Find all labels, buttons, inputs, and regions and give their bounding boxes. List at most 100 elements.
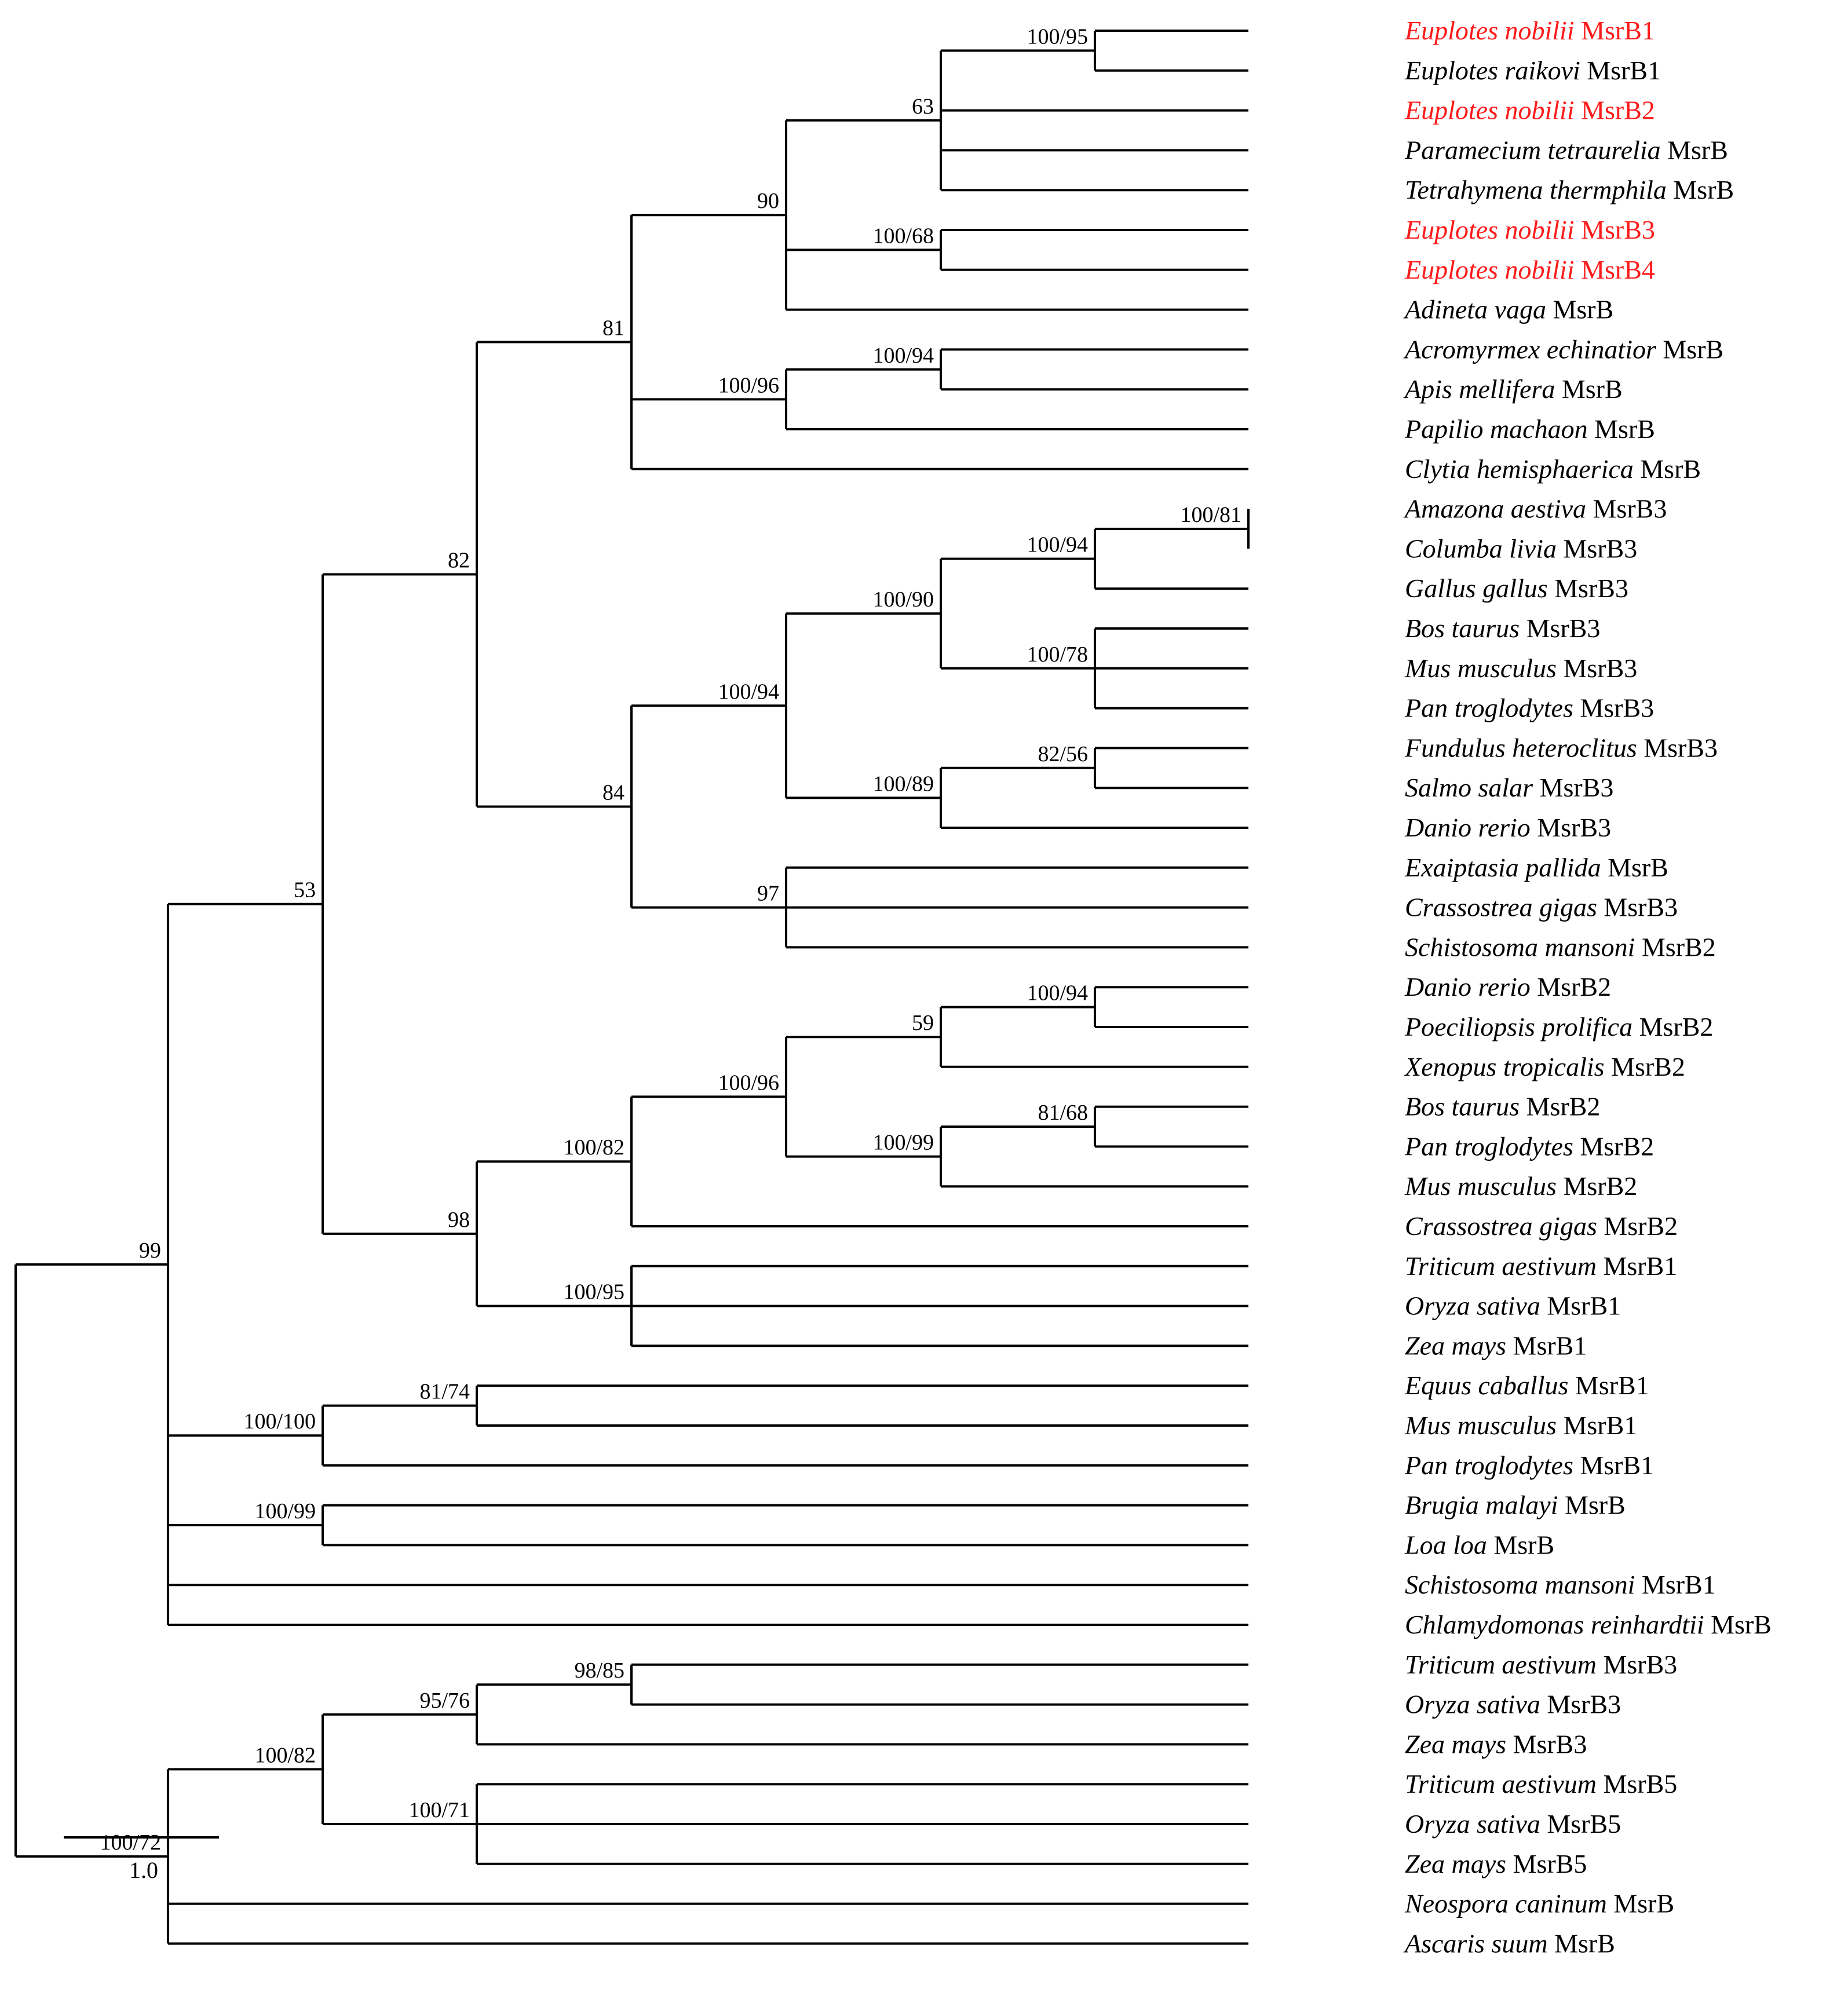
- bootstrap-label: 81: [602, 316, 624, 341]
- taxon-label: Oryza sativa MsrB5: [1405, 1809, 1621, 1839]
- taxon-gene: MsrB1: [1635, 1570, 1715, 1599]
- taxon-label: Equus caballus MsrB1: [1404, 1371, 1649, 1400]
- taxon-species: Schistosoma mansoni: [1405, 1570, 1635, 1599]
- taxon-gene: MsrB: [1667, 175, 1734, 204]
- taxon-gene: MsrB5: [1597, 1769, 1677, 1799]
- tree-branches: [14, 30, 1250, 1945]
- taxon-gene: MsrB5: [1540, 1809, 1621, 1839]
- bootstrap-label: 98/85: [574, 1658, 624, 1683]
- taxon-label: Gallus gallus MsrB3: [1405, 573, 1628, 603]
- taxon-species: Pan troglodytes: [1404, 1131, 1573, 1161]
- taxon-label: Amazona aestiva MsrB3: [1403, 494, 1667, 524]
- taxon-species: Pan troglodytes: [1404, 1450, 1573, 1480]
- taxon-label: Fundulus heteroclitus MsrB3: [1404, 733, 1718, 762]
- taxon-label: Danio rerio MsrB2: [1404, 972, 1611, 1002]
- taxon-species: Pan troglodytes: [1404, 693, 1573, 723]
- taxon-gene: MsrB3: [1637, 733, 1718, 762]
- bootstrap-label: 100/82: [563, 1135, 624, 1160]
- taxon-label: Salmo salar MsrB3: [1405, 773, 1613, 802]
- taxon-gene: MsrB3: [1531, 813, 1611, 842]
- bootstrap-label: 100/99: [254, 1499, 316, 1523]
- taxon-label: Euplotes nobilii MsrB2: [1404, 96, 1655, 125]
- taxon-species: Zea mays: [1405, 1729, 1506, 1759]
- taxon-label: Pan troglodytes MsrB2: [1404, 1131, 1654, 1161]
- taxon-label: Chlamydomonas reinhardtii MsrB: [1405, 1610, 1772, 1639]
- taxon-label: Oryza sativa MsrB3: [1405, 1690, 1621, 1719]
- taxon-label: Tetrahymena thermphila MsrB: [1405, 175, 1734, 204]
- taxon-label: Crassostrea gigas MsrB3: [1405, 893, 1678, 922]
- taxon-species: Euplotes raikovi: [1404, 56, 1580, 85]
- taxon-species: Euplotes nobilii: [1404, 96, 1575, 125]
- taxon-gene: MsrB1: [1573, 1450, 1654, 1480]
- taxon-gene: MsrB3: [1586, 494, 1667, 524]
- taxon-gene: MsrB2: [1520, 1092, 1600, 1121]
- taxon-gene: MsrB1: [1540, 1291, 1621, 1321]
- taxon-label: Euplotes raikovi MsrB1: [1404, 56, 1661, 85]
- taxon-species: Clytia hemisphaerica: [1405, 454, 1634, 484]
- taxon-gene: MsrB3: [1540, 1690, 1621, 1719]
- taxon-label: Brugia malayi MsrB: [1405, 1490, 1626, 1520]
- taxon-gene: MsrB: [1546, 295, 1613, 324]
- taxon-label: Triticum aestivum MsrB3: [1405, 1650, 1677, 1679]
- taxon-species: Brugia malayi: [1405, 1490, 1558, 1520]
- taxon-label: Mus musculus MsrB1: [1404, 1410, 1637, 1440]
- taxon-species: Acromyrmex echinatior: [1403, 334, 1657, 364]
- taxon-gene: MsrB3: [1520, 613, 1600, 643]
- taxon-species: Ascaris suum: [1403, 1928, 1548, 1958]
- taxon-gene: MsrB2: [1597, 1211, 1678, 1241]
- taxon-species: Exaiptasia pallida: [1404, 853, 1601, 882]
- taxon-gene: MsrB3: [1557, 533, 1637, 563]
- taxon-species: Adineta vaga: [1403, 295, 1546, 324]
- bootstrap-label: 63: [912, 94, 934, 119]
- taxon-gene: MsrB5: [1506, 1849, 1587, 1879]
- taxon-label: Euplotes nobilii MsrB1: [1404, 16, 1655, 45]
- taxon-species: Bos taurus: [1405, 1092, 1520, 1121]
- taxon-label: Ascaris suum MsrB: [1403, 1928, 1615, 1958]
- taxon-species: Danio rerio: [1404, 813, 1531, 842]
- taxon-species: Apis mellifera: [1403, 374, 1555, 404]
- taxon-gene: MsrB: [1558, 1490, 1625, 1520]
- taxon-label: Zea mays MsrB1: [1405, 1331, 1587, 1360]
- bootstrap-label: 100/71: [408, 1798, 470, 1822]
- taxon-species: Danio rerio: [1404, 972, 1531, 1002]
- bootstrap-label: 100/90: [872, 587, 934, 612]
- taxon-gene: MsrB3: [1575, 215, 1655, 244]
- taxon-label: Crassostrea gigas MsrB2: [1405, 1211, 1678, 1241]
- taxon-label: Xenopus tropicalis MsrB2: [1404, 1052, 1685, 1081]
- taxon-species: Zea mays: [1405, 1331, 1506, 1360]
- taxon-label: Paramecium tetraurelia MsrB: [1404, 135, 1728, 165]
- bootstrap-label: 81/68: [1038, 1101, 1088, 1125]
- taxon-gene: MsrB2: [1575, 96, 1655, 125]
- taxon-species: Crassostrea gigas: [1405, 893, 1597, 922]
- taxon-label: Bos taurus MsrB3: [1405, 613, 1600, 643]
- taxon-gene: MsrB2: [1635, 932, 1715, 962]
- taxon-label: Mus musculus MsrB2: [1404, 1171, 1637, 1201]
- taxon-species: Chlamydomonas reinhardtii: [1405, 1610, 1704, 1639]
- taxon-gene: MsrB3: [1533, 773, 1613, 802]
- taxon-label: Mus musculus MsrB3: [1404, 653, 1637, 683]
- taxon-species: Triticum aestivum: [1405, 1650, 1597, 1679]
- bootstrap-label: 82/56: [1038, 742, 1088, 766]
- bootstrap-label: 82: [448, 548, 470, 572]
- bootstrap-label: 100/89: [872, 772, 934, 796]
- taxon-gene: MsrB2: [1531, 972, 1611, 1002]
- taxon-label: Exaiptasia pallida MsrB: [1404, 853, 1668, 882]
- taxon-label: Adineta vaga MsrB: [1403, 295, 1613, 324]
- taxon-gene: MsrB1: [1506, 1331, 1587, 1360]
- taxon-species: Gallus gallus: [1405, 573, 1548, 603]
- taxon-gene: MsrB: [1601, 853, 1668, 882]
- taxon-label: Neospora caninum MsrB: [1404, 1889, 1674, 1918]
- scale-bar-label: 1.0: [129, 1857, 158, 1883]
- taxon-gene: MsrB1: [1597, 1251, 1677, 1281]
- bootstrap-label: 100/99: [872, 1131, 934, 1155]
- taxon-label: Schistosoma mansoni MsrB2: [1405, 932, 1716, 962]
- taxon-label: Columba livia MsrB3: [1405, 533, 1637, 563]
- taxon-species: Oryza sativa: [1405, 1809, 1540, 1839]
- taxon-label: Euplotes nobilii MsrB3: [1404, 215, 1655, 244]
- taxon-gene: MsrB: [1588, 414, 1655, 444]
- taxon-species: Bos taurus: [1405, 613, 1520, 643]
- taxon-species: Neospora caninum: [1404, 1889, 1607, 1918]
- taxon-label: Pan troglodytes MsrB3: [1404, 693, 1654, 723]
